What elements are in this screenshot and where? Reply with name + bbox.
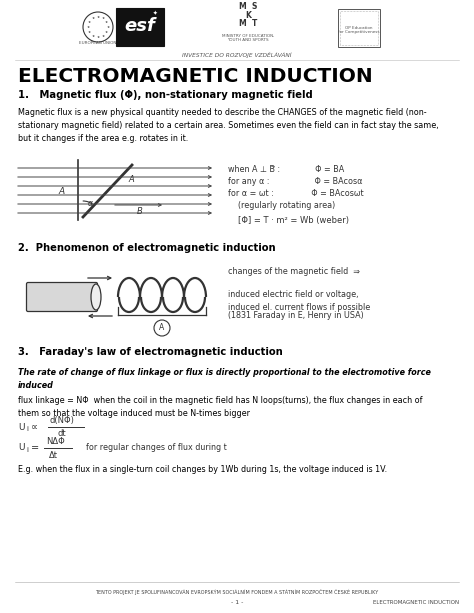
Text: flux linkage = NΦ  when the coil in the magnetic field has N loops(turns), the f: flux linkage = NΦ when the coil in the m… (18, 396, 422, 418)
Text: i: i (27, 447, 28, 453)
Text: A: A (159, 324, 164, 332)
Text: The rate of change of flux linkage or flux is directly proportional to the elect: The rate of change of flux linkage or fl… (18, 368, 431, 389)
Text: for regular changes of flux during t: for regular changes of flux during t (76, 443, 227, 452)
Text: M  S
K
M  T: M S K M T (239, 2, 257, 28)
Text: U: U (18, 422, 25, 432)
Text: ELECTROMAGNETIC INDUCTION: ELECTROMAGNETIC INDUCTION (18, 66, 373, 85)
Text: ★: ★ (105, 20, 108, 24)
Text: ∝: ∝ (31, 422, 38, 432)
Text: EUROPEAN UNION: EUROPEAN UNION (79, 41, 117, 45)
Ellipse shape (91, 284, 101, 310)
Text: ★: ★ (88, 20, 91, 24)
Text: (1831 Faraday in E, Henry in USA): (1831 Faraday in E, Henry in USA) (228, 311, 364, 319)
Text: =: = (31, 443, 39, 453)
Text: OP Education
for Competitiveness: OP Education for Competitiveness (338, 26, 380, 34)
Text: (regularly rotating area): (regularly rotating area) (228, 200, 335, 210)
Text: ★: ★ (101, 34, 105, 37)
Text: i: i (27, 426, 28, 432)
Text: ★: ★ (101, 17, 105, 20)
Text: ★: ★ (86, 25, 90, 29)
Text: INVESTICE DO ROZVOJE VZDĚLÁVÁNÍ: INVESTICE DO ROZVOJE VZDĚLÁVÁNÍ (182, 52, 292, 58)
Text: ELECTROMAGNETIC INDUCTION: ELECTROMAGNETIC INDUCTION (373, 601, 459, 606)
Text: ★: ★ (91, 34, 94, 37)
Text: [Φ] = T · m² = Wb (weber): [Φ] = T · m² = Wb (weber) (238, 216, 349, 224)
FancyBboxPatch shape (340, 11, 378, 45)
Text: B: B (137, 207, 143, 216)
Text: Magnetic flux is a new physical quantity needed to describe the CHANGES of the m: Magnetic flux is a new physical quantity… (18, 108, 438, 143)
Text: A: A (128, 175, 134, 185)
Text: ★: ★ (105, 30, 108, 34)
Text: ★: ★ (96, 35, 100, 39)
Text: dt: dt (58, 430, 67, 438)
Text: induced electric field or voltage,
induced el. current flows if possible: induced electric field or voltage, induc… (228, 290, 370, 311)
Text: ★: ★ (96, 15, 100, 19)
Text: 3.   Faraday's law of electromagnetic induction: 3. Faraday's law of electromagnetic indu… (18, 347, 283, 357)
FancyBboxPatch shape (116, 8, 164, 46)
Text: ★: ★ (91, 17, 94, 20)
FancyBboxPatch shape (338, 9, 380, 47)
Text: MINISTRY OF EDUCATION,
YOUTH AND SPORTS: MINISTRY OF EDUCATION, YOUTH AND SPORTS (222, 34, 274, 42)
Text: U: U (18, 443, 25, 452)
Text: ★: ★ (107, 25, 109, 29)
Text: - 1 -: - 1 - (231, 601, 243, 606)
Text: for any α :                  Φ = BAcosα: for any α : Φ = BAcosα (228, 178, 363, 186)
Text: A: A (59, 188, 65, 197)
Text: d(NΦ): d(NΦ) (50, 416, 75, 425)
Text: α: α (88, 199, 92, 207)
Text: ★: ★ (88, 30, 91, 34)
Text: TENTO PROJEKT JE SPOLUFINANCOVÁN EVROPSKÝM SOCIÁLNÍM FONDEM A STÁTNÍM ROZPOČTEM : TENTO PROJEKT JE SPOLUFINANCOVÁN EVROPSK… (95, 589, 379, 595)
Text: E.g. when the flux in a single-turn coil changes by 1Wb during 1s, the voltage i: E.g. when the flux in a single-turn coil… (18, 465, 387, 474)
Text: esf: esf (125, 17, 155, 35)
Text: NΔΦ: NΔΦ (46, 438, 65, 446)
Text: changes of the magnetic field  ⇒: changes of the magnetic field ⇒ (228, 267, 360, 276)
Text: Δt: Δt (49, 451, 58, 460)
Text: when A ⊥ B⃗ :              Φ = BA: when A ⊥ B⃗ : Φ = BA (228, 166, 344, 175)
Text: 2.  Phenomenon of electromagnetic induction: 2. Phenomenon of electromagnetic inducti… (18, 243, 275, 253)
Text: 1.   Magnetic flux (Φ), non-stationary magnetic field: 1. Magnetic flux (Φ), non-stationary mag… (18, 90, 313, 100)
FancyBboxPatch shape (27, 283, 98, 311)
Text: for α = ωt :               Φ = BAcosωt: for α = ωt : Φ = BAcosωt (228, 189, 364, 199)
Text: ✦: ✦ (153, 10, 157, 15)
